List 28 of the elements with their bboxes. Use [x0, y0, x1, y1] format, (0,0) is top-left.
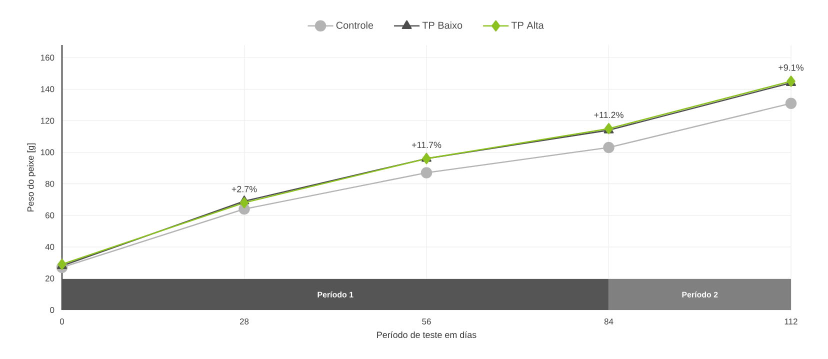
- point: [603, 142, 614, 154]
- x-tick-label: 56: [422, 318, 431, 324]
- annotation: +9.1%: [778, 64, 804, 71]
- annotation: +2.7%: [232, 186, 257, 192]
- point: [240, 197, 249, 208]
- x-tick-label: 28: [240, 318, 249, 324]
- legend-label: TP Alta: [511, 22, 544, 29]
- legend-label: TP Baixo: [422, 22, 462, 29]
- y-tick-label: 160: [41, 54, 54, 61]
- x-tick-label: 0: [60, 318, 64, 324]
- annotation: +11.7%: [412, 142, 442, 148]
- y-tick-label: 120: [41, 118, 54, 124]
- point: [420, 167, 432, 178]
- legend-label: Controle: [336, 22, 374, 29]
- x-axis-title: Período de teste em días: [377, 331, 476, 338]
- y-tick-label: 60: [46, 212, 54, 218]
- x-tick-label: 112: [784, 318, 798, 324]
- y-tick-label: 80: [45, 180, 54, 187]
- y-tick-label: 0: [50, 307, 54, 313]
- y-axis-title: Peso do peixe [g]: [27, 144, 36, 212]
- y-tick-label: 20: [46, 275, 54, 282]
- point: [422, 152, 431, 164]
- annotation: +11.2%: [594, 112, 624, 118]
- y-tick-label: 140: [41, 86, 54, 92]
- y-tick-label: 40: [45, 244, 54, 250]
- point: [785, 98, 797, 109]
- x-tick-label: 84: [604, 318, 614, 324]
- y-tick-label: 100: [41, 149, 54, 156]
